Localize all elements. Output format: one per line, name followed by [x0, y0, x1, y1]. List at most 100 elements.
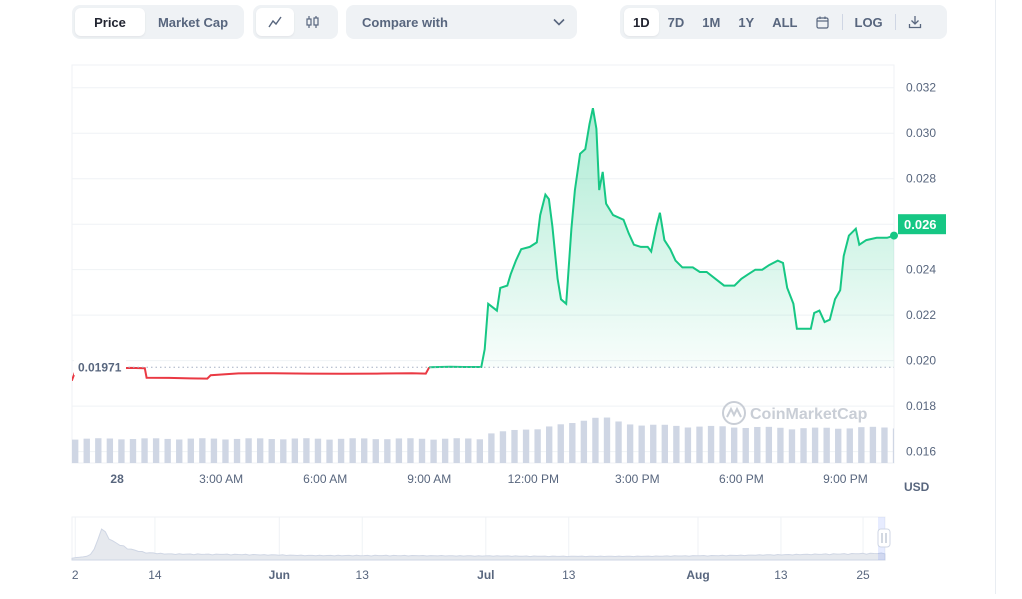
- volume-bar: [858, 427, 865, 463]
- range-all-button[interactable]: ALL: [772, 14, 798, 30]
- last-price-tag: [898, 214, 946, 235]
- log-scale-button[interactable]: LOG: [854, 14, 883, 30]
- volume-bar: [337, 438, 345, 463]
- volume-bar: [580, 420, 588, 463]
- volume-bar: [245, 438, 252, 463]
- navigator-label: 14: [148, 568, 162, 582]
- volume-bar: [418, 438, 426, 463]
- volume-bar: [129, 439, 137, 463]
- x-tick-label: 6:00 PM: [719, 472, 764, 486]
- volume-bar: [106, 438, 114, 463]
- price-line-up: [429, 107, 894, 369]
- volume-bar: [314, 438, 322, 463]
- volume-bar: [176, 439, 183, 463]
- market-cap-tab[interactable]: Market Cap: [157, 14, 229, 30]
- volume-bar: [395, 438, 403, 463]
- line-chart-button[interactable]: [256, 8, 294, 36]
- volume-bar: [349, 438, 356, 463]
- volume-bar: [511, 429, 518, 463]
- navigator-area: [71, 528, 886, 561]
- price-lines: [72, 107, 894, 382]
- y-tick-label: 0.032: [906, 81, 936, 95]
- price-tab[interactable]: Price: [75, 8, 145, 36]
- volume-bar: [788, 429, 796, 463]
- y-tick-label: 0.016: [906, 445, 936, 459]
- volume-bar: [187, 438, 194, 463]
- navigator-label: 2: [72, 568, 79, 582]
- currency-label: USD: [904, 480, 930, 494]
- volume-bar: [835, 428, 842, 463]
- x-tick-label: 28: [110, 472, 124, 486]
- volume-bar: [141, 438, 148, 463]
- volume-bar: [256, 438, 264, 463]
- volume-bar: [164, 438, 171, 463]
- volume-bar: [384, 439, 391, 463]
- y-tick-label: 0.024: [906, 263, 936, 277]
- volume-bar: [707, 425, 715, 463]
- range-toolbar: 1D 7D 1M 1Y ALL LOG: [620, 5, 947, 39]
- volume-bar: [199, 438, 206, 463]
- x-tick-label: 9:00 AM: [407, 472, 451, 486]
- volume-bar: [673, 425, 680, 463]
- volume-bar: [465, 438, 472, 463]
- volume-bar: [222, 439, 229, 463]
- volume-bar: [742, 427, 749, 463]
- volume-bar: [846, 428, 853, 463]
- volume-bar: [881, 427, 888, 463]
- x-tick-label: 3:00 AM: [199, 472, 243, 486]
- volume-bar: [488, 433, 495, 463]
- volume-bar: [638, 425, 645, 463]
- volume-bar: [280, 439, 287, 463]
- candlestick-icon: [306, 16, 319, 28]
- volume-bar: [95, 438, 102, 463]
- last-price-dot: [890, 231, 898, 240]
- volume-bar: [869, 426, 877, 463]
- line-chart-icon: [268, 16, 282, 28]
- volume-bar: [326, 439, 333, 463]
- navigator-handle[interactable]: [877, 528, 891, 548]
- date-range-button[interactable]: [807, 8, 838, 36]
- reference-label-bg: [74, 358, 126, 376]
- volume-bar: [696, 426, 703, 463]
- range-1m-button[interactable]: 1M: [702, 14, 721, 30]
- volume-bar: [534, 429, 541, 463]
- volume-bar: [210, 438, 218, 463]
- navigator-label: 25: [856, 568, 870, 582]
- navigator-label: 13: [774, 568, 788, 582]
- navigator-label: Jul: [477, 568, 494, 582]
- y-tick-label: 0.022: [906, 308, 936, 322]
- reference-label: 0.01971: [78, 360, 122, 374]
- download-button[interactable]: [900, 8, 930, 36]
- volume-bar: [569, 423, 576, 463]
- compare-with-label: Compare with: [362, 14, 448, 30]
- volume-bar: [546, 426, 553, 463]
- chevron-down-icon: [553, 18, 565, 26]
- navigator-label: 13: [356, 568, 370, 582]
- range-1y-button[interactable]: 1Y: [738, 14, 755, 30]
- volume-bar: [476, 439, 483, 463]
- y-tick-label: 0.018: [906, 399, 936, 413]
- range-7d-button[interactable]: 7D: [667, 14, 685, 30]
- toolbar-divider: [894, 14, 896, 30]
- candlestick-button[interactable]: [294, 8, 332, 36]
- compare-with-select[interactable]: Compare with: [346, 5, 577, 39]
- watermark-text: CoinMarketCap: [750, 406, 868, 423]
- volume-bar: [361, 438, 368, 463]
- x-tick-label: 6:00 AM: [303, 472, 347, 486]
- chart-toolbar: Price Market Cap Compare with 1D 7D 1M 1…: [72, 5, 947, 39]
- volume-bar: [233, 438, 241, 463]
- x-tick-label: 12:00 PM: [508, 472, 559, 486]
- volume-bar: [152, 438, 160, 463]
- chart-type-toggle: [253, 5, 338, 39]
- range-1d-button[interactable]: 1D: [624, 8, 659, 36]
- navigator-label: Jun: [269, 568, 290, 582]
- volume-bar: [372, 439, 379, 463]
- navigator-label: 13: [562, 568, 576, 582]
- volume-bar: [777, 427, 784, 463]
- volume-bar: [684, 427, 692, 463]
- volume-bar: [661, 424, 668, 463]
- volume-bar: [291, 438, 299, 463]
- volume-bar: [72, 439, 79, 463]
